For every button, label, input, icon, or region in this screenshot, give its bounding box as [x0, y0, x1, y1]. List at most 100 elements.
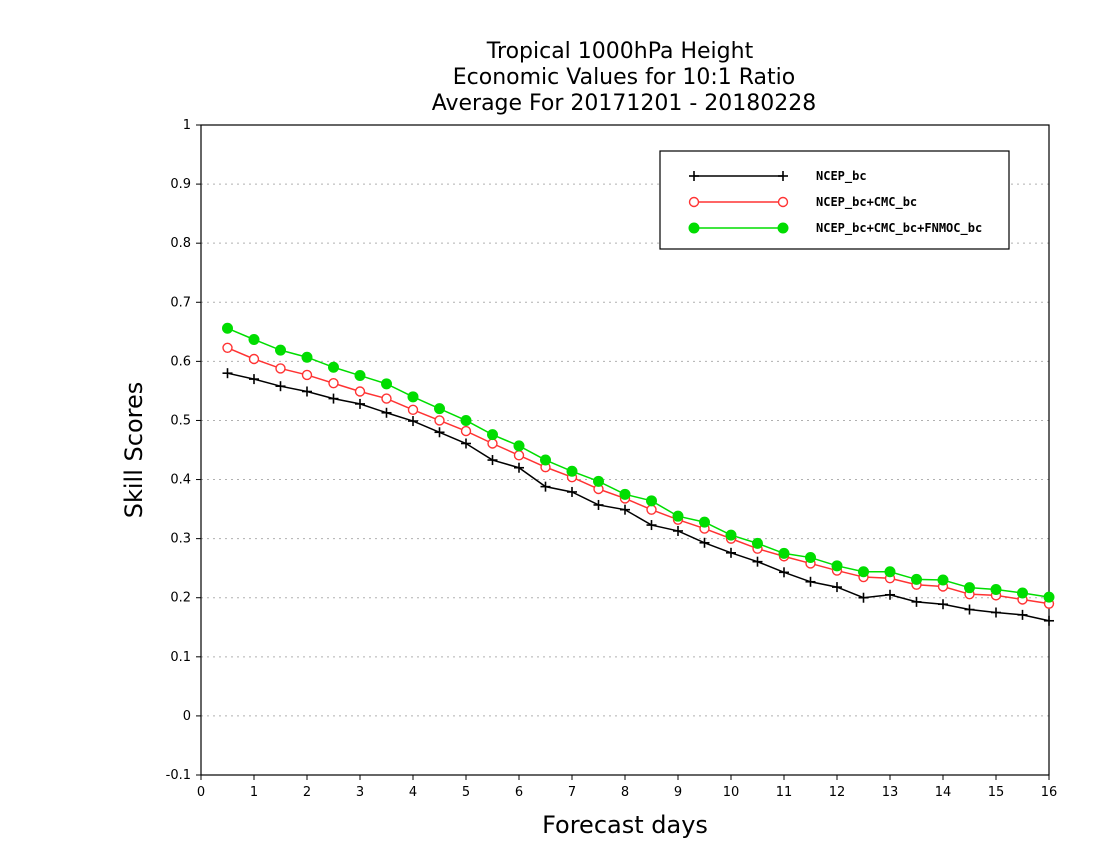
x-tick-label: 4 — [409, 785, 417, 800]
data-point — [566, 465, 578, 477]
y-tick-label: 0.4 — [170, 473, 191, 488]
x-axis-label: Forecast days — [542, 811, 708, 839]
data-point — [805, 552, 816, 564]
data-point — [885, 589, 895, 600]
series-line — [227, 372, 1050, 622]
data-point — [779, 567, 789, 578]
data-point — [354, 386, 366, 397]
data-point — [858, 566, 869, 578]
y-tick-label: 0.5 — [170, 413, 191, 428]
data-point — [991, 607, 1001, 618]
data-point — [620, 504, 630, 515]
x-tick-label: 1 — [250, 785, 258, 800]
data-point — [302, 386, 312, 397]
data-point — [460, 425, 472, 437]
legend-box — [659, 150, 1010, 250]
x-tick-label: 14 — [935, 785, 952, 800]
y-tick-label: 0.1 — [170, 650, 191, 665]
y-tick-label: 0.8 — [170, 236, 191, 251]
x-tick-label: 9 — [674, 785, 682, 800]
legend-marker — [688, 196, 700, 208]
chart-title-line-1: Tropical 1000hPa Height — [486, 39, 754, 64]
data-point — [328, 393, 339, 404]
y-tick-label: -0.1 — [166, 768, 191, 783]
data-point — [222, 368, 233, 379]
data-point — [937, 574, 949, 586]
data-point — [778, 547, 790, 559]
series-lines — [222, 322, 1055, 626]
grid-lines — [201, 183, 1049, 717]
chart-title-line-2: Economic Values for 10:1 Ratio — [453, 65, 795, 90]
legend-marker — [778, 171, 788, 181]
data-point — [248, 334, 260, 345]
x-tick-label: 5 — [462, 785, 470, 800]
data-point — [248, 353, 260, 365]
axis-ticks — [196, 124, 1050, 780]
series-3 — [222, 322, 1055, 603]
data-point — [593, 499, 604, 510]
data-point — [301, 351, 313, 363]
x-tick-label: 3 — [356, 785, 364, 800]
data-point — [275, 381, 286, 392]
data-point — [646, 504, 657, 515]
legend: NCEP_bc NCEP_bc+CMC_bc NCEP_bc+CMC_bc+FNMO… — [659, 150, 1010, 250]
data-point — [646, 495, 657, 507]
data-point — [938, 599, 948, 610]
data-point — [726, 547, 736, 558]
data-point — [752, 537, 763, 549]
x-tick-label: 10 — [723, 785, 740, 800]
data-point — [328, 361, 339, 373]
legend-entries: NCEP_bc NCEP_bc+CMC_bc NCEP_bc+CMC_bc+FNMO… — [688, 169, 982, 236]
data-point — [699, 516, 710, 528]
chart-title-line-3: Average For 20171201 - 20180228 — [432, 91, 817, 116]
y-tick-labels: -0.1 0 0.1 0.2 0.3 0.4 0.5 0.6 0.7 0.8 0.9 1 — [166, 118, 191, 783]
y-tick-label: 0.7 — [170, 295, 191, 310]
data-point — [964, 604, 975, 615]
data-point — [964, 582, 975, 594]
data-point — [831, 560, 843, 572]
x-tick-label: 6 — [515, 785, 523, 800]
data-point — [911, 596, 922, 607]
data-point — [646, 520, 657, 531]
data-point — [513, 440, 525, 452]
data-point — [805, 576, 816, 587]
data-point — [301, 369, 313, 381]
data-point — [699, 537, 710, 548]
data-point — [832, 582, 842, 593]
data-point — [408, 416, 418, 427]
series-line — [227, 347, 1050, 605]
y-tick-label: 0.3 — [170, 532, 191, 547]
data-point — [1017, 609, 1028, 620]
data-point — [567, 486, 577, 497]
x-tick-label: 15 — [988, 785, 1005, 800]
data-point — [514, 462, 524, 473]
data-point — [1043, 591, 1055, 603]
legend-entry: NCEP_bc+CMC_bc — [688, 195, 917, 210]
y-axis-label: Skill Scores — [120, 382, 148, 519]
y-tick-label: 0.6 — [170, 354, 191, 369]
data-point — [249, 374, 259, 385]
data-point — [381, 378, 392, 390]
y-tick-label: 0 — [183, 709, 191, 724]
x-tick-label: 11 — [776, 785, 793, 800]
x-tick-label: 8 — [621, 785, 629, 800]
legend-marker — [688, 222, 700, 234]
x-tick-labels: 0 1 2 3 4 5 6 7 8 9 10 11 12 13 14 15 16 — [197, 785, 1057, 800]
data-point — [222, 342, 233, 353]
data-point — [275, 363, 286, 374]
data-point — [434, 415, 445, 426]
data-point — [461, 438, 471, 449]
x-tick-label: 16 — [1041, 785, 1058, 800]
series-1 — [222, 368, 1054, 626]
data-point — [381, 407, 392, 418]
chart-title: Tropical 1000hPa Height Economic Values … — [432, 39, 817, 116]
data-point — [407, 404, 419, 416]
data-point — [487, 455, 498, 466]
data-point — [911, 573, 922, 585]
data-point — [381, 393, 392, 404]
data-point — [407, 391, 419, 403]
data-point — [328, 378, 339, 389]
data-point — [1044, 615, 1054, 626]
data-point — [858, 592, 869, 603]
legend-entry: NCEP_bc — [689, 169, 867, 184]
